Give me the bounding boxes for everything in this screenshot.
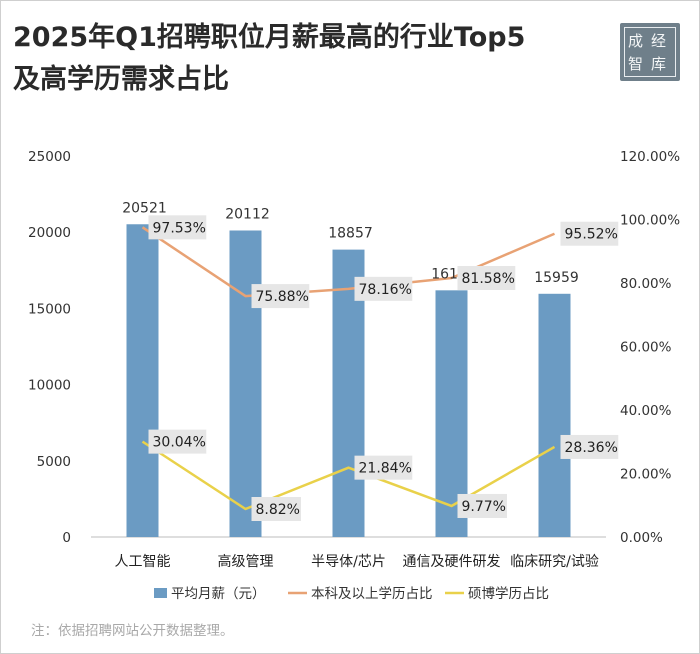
category-label: 通信及硬件研发	[403, 554, 501, 570]
legend-label: 本科及以上学历占比	[311, 586, 433, 602]
line-master-phd-share	[141, 440, 556, 511]
legend-label: 平均月薪（元）	[171, 586, 266, 602]
bar-value-label: 20112	[225, 206, 270, 222]
master-data-label: 8.82%	[256, 502, 300, 518]
master-data-label-box	[251, 496, 301, 521]
y-right-tick-label: 20.00%	[620, 467, 672, 483]
y-left-tick-label: 15000	[28, 301, 71, 317]
category-label: 人工智能	[115, 554, 171, 570]
bar	[538, 293, 571, 537]
y-left-tick-label: 20000	[28, 225, 71, 241]
bachelor-data-label: 97.53%	[153, 220, 206, 236]
logo-char: 成	[628, 32, 644, 50]
category-label: 半导体/芯片	[311, 554, 386, 570]
bachelor-data-label: 75.88%	[256, 289, 309, 305]
logo-char: 智	[628, 55, 644, 73]
master-data-label: 21.84%	[359, 461, 412, 477]
y-left-tick-label: 0	[62, 530, 71, 546]
bar	[229, 230, 262, 538]
bachelor-data-label: 95.52%	[565, 227, 618, 243]
legend-label: 硕博学历占比	[468, 585, 549, 602]
master-data-label: 30.04%	[153, 435, 206, 451]
y-left-tick-label: 25000	[28, 149, 71, 165]
bar-value-label: 15959	[534, 270, 579, 286]
combo-chart: 0 5000 10000 15000 20000 25000 0.00% 20.00% 40.0…	[28, 149, 680, 602]
bachelor-data-label-box	[148, 215, 207, 240]
chart-title: 2025年Q1招聘职位月薪最高的行业Top5	[13, 22, 526, 53]
master-data-label: 28.36%	[565, 440, 618, 456]
bar-value-label: 18857	[328, 226, 373, 242]
y-right-tick-label: 100.00%	[620, 213, 680, 229]
category-label: 临床研究/试验	[510, 554, 599, 570]
bachelor-data-label: 78.16%	[359, 282, 412, 298]
bachelor-data-label-box	[354, 276, 413, 301]
brand-logo: 成 经 智 库	[620, 23, 680, 81]
master-data-label: 9.77%	[462, 499, 506, 515]
master-data-label-box	[457, 493, 507, 518]
chart-subtitle: 及高学历需求占比	[13, 64, 229, 95]
y-right-tick-label: 80.00%	[620, 276, 672, 292]
y-right-tick-label: 40.00%	[620, 403, 672, 419]
y-left-tick-label: 5000	[37, 454, 71, 470]
y-left-tick-label: 10000	[28, 378, 71, 394]
master-data-label-box	[354, 455, 413, 480]
master-data-label-box	[560, 434, 619, 459]
line-bachelor-share	[141, 226, 555, 298]
legend-swatch-bar	[154, 588, 167, 598]
logo-char: 库	[651, 55, 667, 73]
y-right-tick-label: 0.00%	[620, 530, 663, 546]
bachelor-data-label-box	[457, 265, 516, 290]
master-data-label-box	[148, 429, 207, 454]
y-right-tick-label: 120.00%	[620, 149, 680, 165]
bar	[126, 224, 159, 538]
bachelor-data-label-box	[251, 284, 310, 309]
source-note: 注：依据招聘网站公开数据整理。	[31, 623, 234, 639]
bar-value-label: 20521	[122, 200, 167, 216]
bachelor-data-label: 81.58%	[462, 271, 515, 287]
logo-char: 经	[651, 32, 667, 50]
category-label: 高级管理	[218, 553, 274, 570]
bachelor-data-label-box	[560, 221, 619, 246]
y-right-tick-label: 60.00%	[620, 340, 672, 356]
